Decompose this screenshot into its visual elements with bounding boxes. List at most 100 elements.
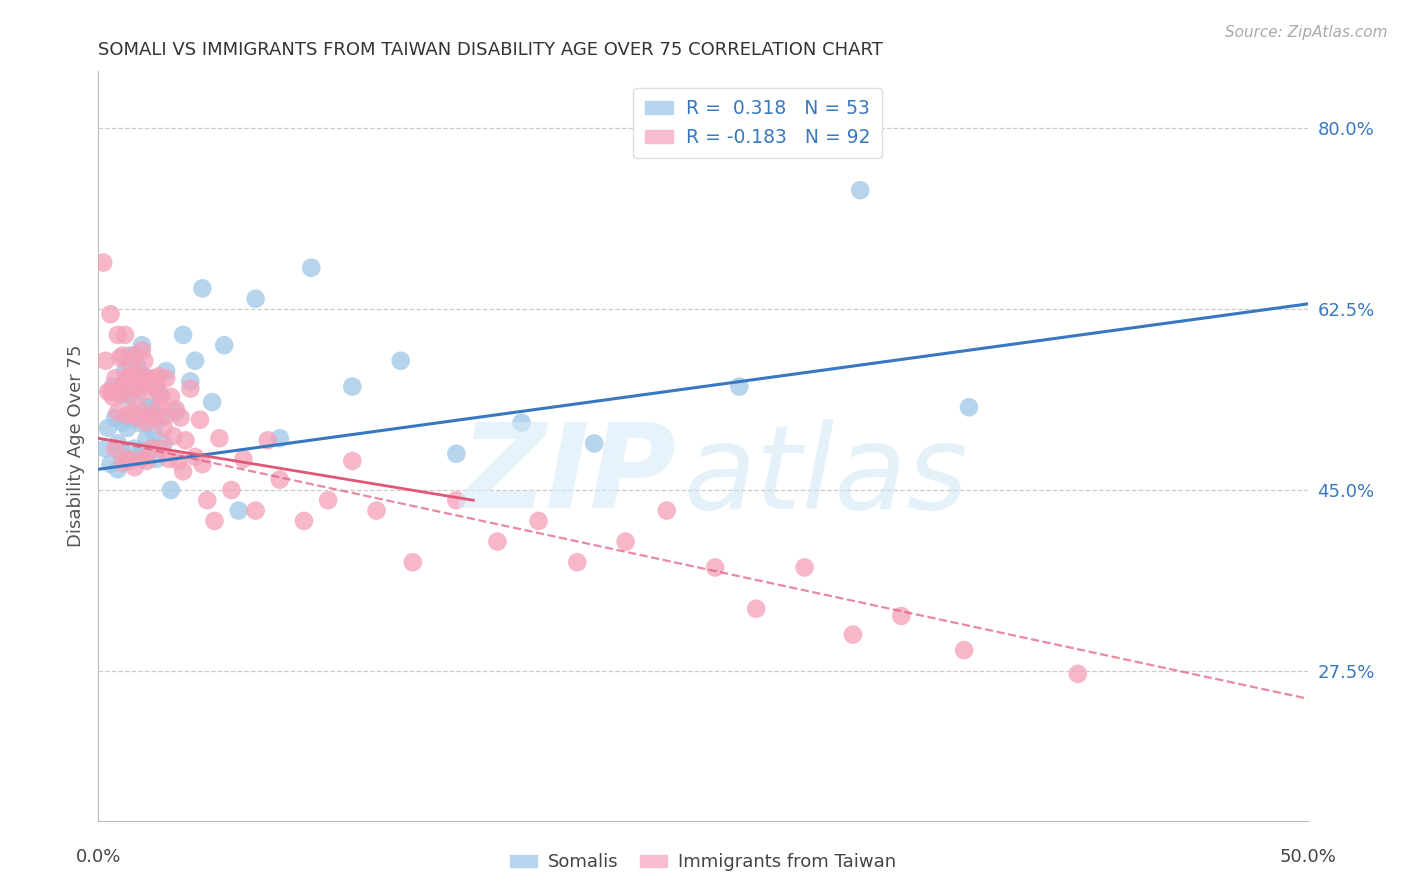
Point xyxy=(131,377,153,392)
Legend: R =  0.318   N = 53, R = -0.183   N = 92: R = 0.318 N = 53, R = -0.183 N = 92 xyxy=(633,88,882,158)
Point xyxy=(124,442,146,456)
Point xyxy=(108,384,131,399)
Point xyxy=(131,443,153,458)
Point xyxy=(184,450,207,464)
Point xyxy=(567,555,589,569)
Point xyxy=(316,493,339,508)
Point xyxy=(117,421,139,435)
Point xyxy=(1067,666,1090,681)
Point xyxy=(155,364,177,378)
Point xyxy=(131,451,153,466)
Point xyxy=(108,351,131,365)
Point xyxy=(124,349,146,363)
Point xyxy=(121,369,143,384)
Point xyxy=(148,369,170,384)
Point xyxy=(527,514,550,528)
Point xyxy=(165,402,187,417)
Point xyxy=(117,409,139,423)
Point xyxy=(195,493,218,508)
Point xyxy=(104,410,127,425)
Point xyxy=(117,390,139,404)
Point xyxy=(121,379,143,393)
Text: Source: ZipAtlas.com: Source: ZipAtlas.com xyxy=(1225,25,1388,40)
Point xyxy=(104,442,127,456)
Point xyxy=(111,456,134,470)
Point xyxy=(128,402,150,417)
Point xyxy=(118,349,141,363)
Point xyxy=(160,483,183,497)
Point xyxy=(150,442,173,456)
Point xyxy=(128,369,150,384)
Point xyxy=(121,405,143,419)
Point xyxy=(228,503,250,517)
Point xyxy=(389,353,412,368)
Point xyxy=(101,390,124,404)
Point xyxy=(138,409,160,423)
Point xyxy=(108,388,131,402)
Point xyxy=(124,410,146,425)
Point xyxy=(152,421,174,435)
Point xyxy=(117,451,139,466)
Point xyxy=(135,371,157,385)
Legend: Somalis, Immigrants from Taiwan: Somalis, Immigrants from Taiwan xyxy=(503,847,903,879)
Point xyxy=(402,555,425,569)
Point xyxy=(94,353,117,368)
Point xyxy=(150,390,173,404)
Point xyxy=(141,442,163,456)
Point xyxy=(155,409,177,423)
Point xyxy=(150,410,173,425)
Point xyxy=(165,405,187,419)
Point xyxy=(148,384,170,399)
Point xyxy=(446,447,468,461)
Point xyxy=(191,281,214,295)
Point xyxy=(97,421,120,435)
Point xyxy=(107,436,129,450)
Point xyxy=(131,343,153,358)
Point xyxy=(232,451,254,466)
Point xyxy=(134,353,156,368)
Point xyxy=(118,454,141,468)
Point xyxy=(131,338,153,352)
Point xyxy=(152,436,174,450)
Point xyxy=(174,434,197,448)
Point xyxy=(100,307,122,321)
Point xyxy=(138,375,160,389)
Point xyxy=(143,426,166,441)
Point xyxy=(117,371,139,385)
Point xyxy=(127,410,149,425)
Point xyxy=(510,416,533,430)
Point xyxy=(107,462,129,476)
Point xyxy=(94,442,117,456)
Point xyxy=(143,410,166,425)
Point xyxy=(342,454,364,468)
Point xyxy=(342,379,364,393)
Point xyxy=(104,371,127,385)
Point xyxy=(160,390,183,404)
Point xyxy=(169,410,191,425)
Point xyxy=(114,364,136,378)
Point xyxy=(135,401,157,415)
Point xyxy=(141,401,163,415)
Point xyxy=(100,457,122,471)
Point xyxy=(953,643,976,657)
Point xyxy=(204,514,226,528)
Point xyxy=(745,601,768,615)
Text: atlas: atlas xyxy=(683,419,969,533)
Point xyxy=(188,412,211,426)
Point xyxy=(97,384,120,399)
Point xyxy=(127,384,149,399)
Text: ZIP: ZIP xyxy=(460,418,676,533)
Point xyxy=(118,359,141,373)
Point xyxy=(134,384,156,399)
Point xyxy=(114,327,136,342)
Point xyxy=(179,382,201,396)
Point xyxy=(107,405,129,419)
Point xyxy=(111,416,134,430)
Point xyxy=(486,534,509,549)
Point xyxy=(842,627,865,641)
Point xyxy=(256,434,278,448)
Point xyxy=(135,454,157,468)
Point xyxy=(157,451,180,466)
Point xyxy=(179,375,201,389)
Point xyxy=(172,464,194,478)
